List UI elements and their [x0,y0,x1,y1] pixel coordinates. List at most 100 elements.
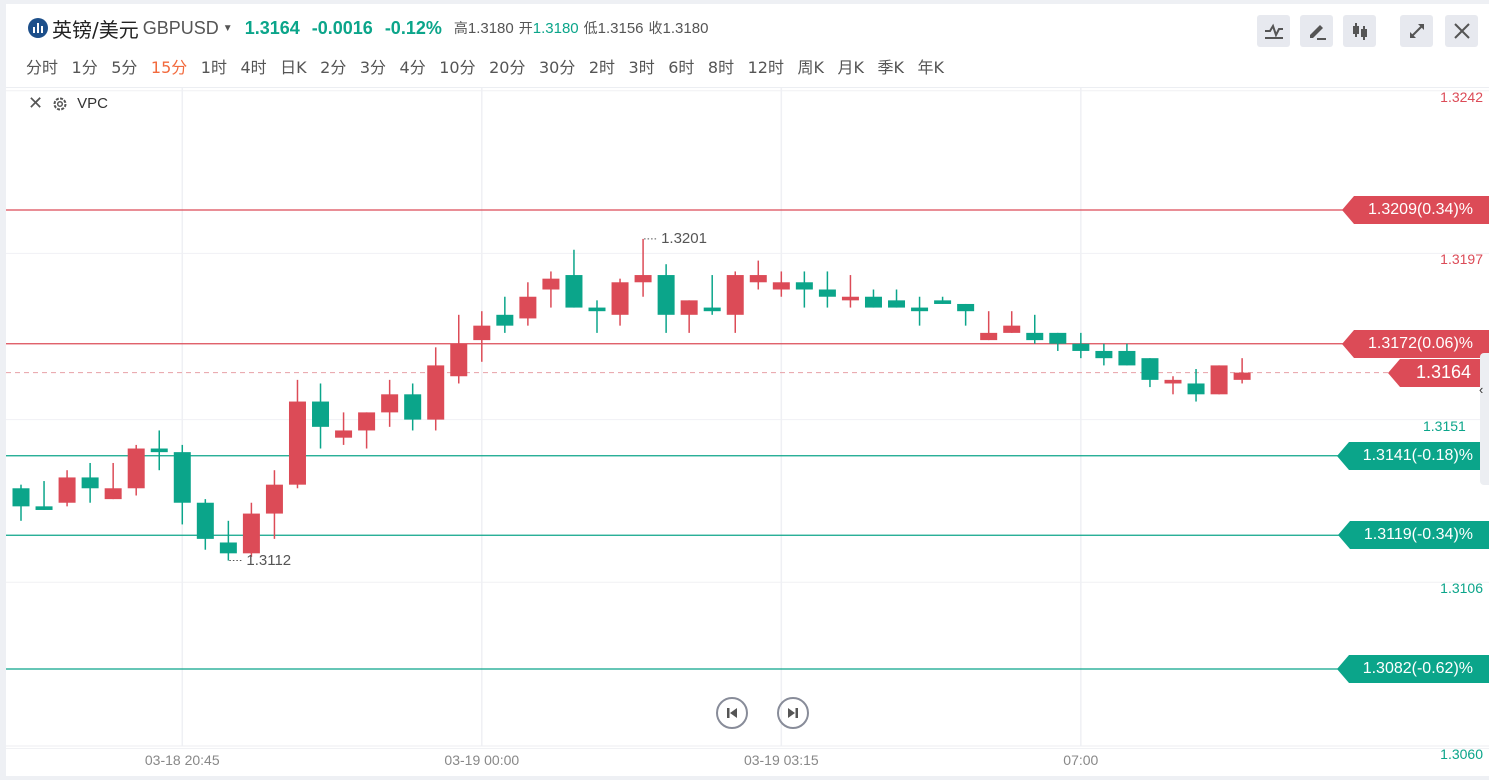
candle-body [841,296,859,301]
left-border [0,0,6,780]
time-axis-label: 07:00 [1063,752,1099,768]
interval-tab[interactable]: 分时 [26,58,59,77]
high-price-marker: 1.3201 [661,229,707,247]
chart-logo-icon [28,18,48,38]
candle-body [588,307,606,312]
candle-body [1118,350,1136,366]
interval-tab[interactable]: 4分 [399,58,426,77]
scroll-to-end-button[interactable] [777,697,809,729]
reference-price-tag: 1.3141(-0.18)% [1336,441,1489,470]
expand-button[interactable] [1400,15,1433,47]
side-panel-toggle[interactable]: ‹ [1479,353,1489,485]
draw-button[interactable] [1300,15,1333,47]
candle-body [726,275,744,315]
candle-body [680,300,698,315]
top-border [0,0,1489,4]
candle-body [1026,332,1044,341]
current-price-tag: 1.3164 [1387,358,1489,387]
interval-tab[interactable]: 30分 [538,58,576,77]
candle-body [1164,379,1182,384]
last-price: 1.3164 [244,17,300,38]
candle-body [1095,350,1113,359]
close-icon [1453,23,1470,39]
interval-tab[interactable]: 日K [280,58,307,77]
interval-tab[interactable]: 1分 [71,58,98,77]
interval-tab[interactable]: 5分 [111,58,138,77]
skip-forward-icon [788,708,798,718]
symbol-code[interactable]: GBPUSD [142,17,219,38]
price-axis-label: 1.3151 [1423,417,1466,434]
price-change: -0.0016 [311,17,373,38]
interval-tab[interactable]: 3时 [628,58,655,77]
low-price-marker: 1.3112 [246,551,292,569]
candle-body [335,430,353,438]
symbol-header: 英镑/美元 GBPUSD ▼ 1.3164 -0.0016 -0.12% 高1.… [28,14,713,42]
interval-tab[interactable]: 月K [837,58,864,77]
candle-body [81,477,99,489]
interval-tab[interactable]: 2时 [588,58,616,77]
candle-body [1003,325,1021,333]
candle-body [519,296,537,319]
interval-tab[interactable]: 20分 [489,58,526,77]
interval-tab[interactable]: 季K [877,58,904,77]
candle-body [1187,383,1205,395]
indicator-icon [1264,23,1283,39]
indicator-name: VPC [77,95,108,112]
skip-back-icon [727,708,737,718]
reference-price-tag: 1.3119(-0.34)% [1337,521,1489,550]
expand-icon [1409,24,1424,38]
candle-body [818,289,836,297]
interval-tab[interactable]: 2分 [320,58,347,77]
indicator-settings-gear-icon[interactable] [51,95,69,113]
reference-price-tag: 1.3172(0.06)% [1342,329,1489,358]
candlestick-type-icon [1352,23,1367,40]
candle-body [450,343,468,377]
scroll-to-start-button[interactable] [716,697,748,729]
draw-pencil-icon [1309,25,1326,40]
symbol-dropdown-caret-icon[interactable]: ▼ [222,22,233,34]
interval-tab[interactable]: 年K [917,58,944,77]
price-axis-label: 1.3060 [1440,746,1483,763]
chevron-left-icon: ‹ [1479,381,1484,397]
candle-body [196,502,214,539]
price-axis-label: 1.3197 [1440,251,1483,268]
candle-body [404,394,422,420]
indicator-button[interactable] [1257,15,1290,47]
interval-tab[interactable]: 1时 [200,58,227,77]
candle-body [1210,365,1228,395]
candle-body [864,296,882,308]
candle-body [611,282,629,315]
bottom-border [0,776,1489,780]
candle-body [127,448,145,489]
candle-body [1141,358,1159,380]
interval-tab[interactable]: 15分 [150,58,188,77]
price-axis-label: 1.3106 [1440,580,1483,597]
candle-body [104,488,122,500]
candle-body [980,332,998,341]
candle-body [888,300,906,308]
candlestick-type-button[interactable] [1343,15,1376,47]
interval-tabs: 分时 1分 5分 15分 1时 4时 日K 2分 3分 4分 10分 20分 30分 2时 3时 6时 8时 12… [26,54,957,78]
low-stat: 低1.3156 [583,20,644,37]
candle-body [795,282,813,290]
candle-body [496,314,514,326]
candle-body [381,394,399,413]
candle-body [473,325,491,341]
candle-body [150,448,168,453]
interval-tab[interactable]: 周K [797,58,824,77]
interval-tab[interactable]: 10分 [439,58,476,77]
toolbar-divider [6,87,1489,88]
indicator-legend: ✕ VPC [28,93,108,114]
candle-body [934,300,952,304]
candle-body [657,275,675,315]
candle-body [957,303,975,312]
remove-indicator-icon[interactable]: ✕ [28,93,44,113]
interval-tab[interactable]: 12时 [747,58,784,77]
interval-tab[interactable]: 6时 [668,58,695,77]
candle-body [542,278,560,290]
interval-tab[interactable]: 3分 [359,58,387,77]
interval-tab[interactable]: 8时 [707,58,735,77]
close-chart-button[interactable] [1445,15,1478,47]
interval-tab[interactable]: 4时 [240,58,267,77]
